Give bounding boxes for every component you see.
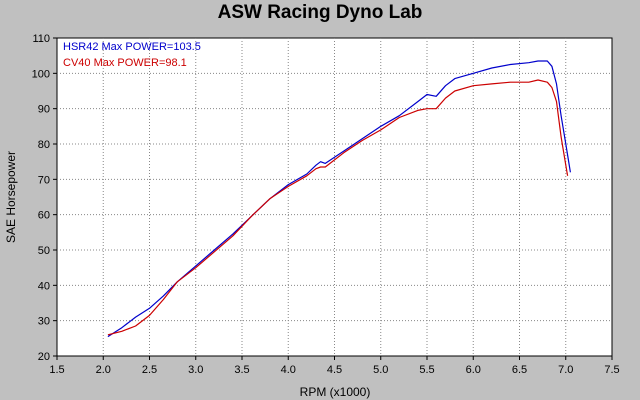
series-line-cv40 <box>107 79 569 336</box>
y-axis-ticks: 20 30 40 50 60 70 80 90 100 110 <box>32 33 57 363</box>
x-axis-title: RPM (x1000) <box>300 385 371 399</box>
legend-hsr42: HSR42 Max POWER=103.5 <box>63 41 201 53</box>
y-tick-label: 50 <box>38 245 50 257</box>
x-tick-label: 7.0 <box>558 364 573 376</box>
series-line-hsr42 <box>107 60 571 338</box>
x-axis-ticks: 1.5 2.0 2.5 3.0 3.5 4.0 4.5 5.0 5.5 6.0 6.5 7.0 7.5 <box>49 356 620 376</box>
y-axis-title: SAE Horsepower <box>4 151 18 243</box>
x-tick-label: 4.5 <box>327 364 342 376</box>
legend-cv40: CV40 Max POWER=98.1 <box>63 57 187 69</box>
y-tick-label: 110 <box>32 33 50 45</box>
y-tick-label: 70 <box>38 174 50 186</box>
y-tick-label: 30 <box>38 316 50 328</box>
series-layer <box>107 60 571 338</box>
x-tick-label: 2.0 <box>96 364 111 376</box>
y-tick-label: 40 <box>38 280 50 292</box>
x-tick-label: 2.5 <box>142 364 157 376</box>
y-tick-label: 80 <box>38 139 50 151</box>
y-tick-label: 60 <box>38 210 50 222</box>
x-tick-label: 6.0 <box>466 364 481 376</box>
x-tick-label: 3.0 <box>188 364 203 376</box>
chart-title: ASW Racing Dyno Lab <box>218 2 423 23</box>
x-tick-label: 5.5 <box>419 364 434 376</box>
grid <box>57 38 612 356</box>
y-tick-label: 100 <box>32 68 50 80</box>
x-tick-label: 5.0 <box>373 364 388 376</box>
y-tick-label: 20 <box>38 351 50 363</box>
x-tick-label: 6.5 <box>512 364 527 376</box>
x-tick-label: 7.5 <box>604 364 619 376</box>
x-tick-label: 1.5 <box>49 364 64 376</box>
x-tick-label: 3.5 <box>234 364 249 376</box>
y-tick-label: 90 <box>38 104 50 116</box>
x-tick-label: 4.0 <box>281 364 296 376</box>
